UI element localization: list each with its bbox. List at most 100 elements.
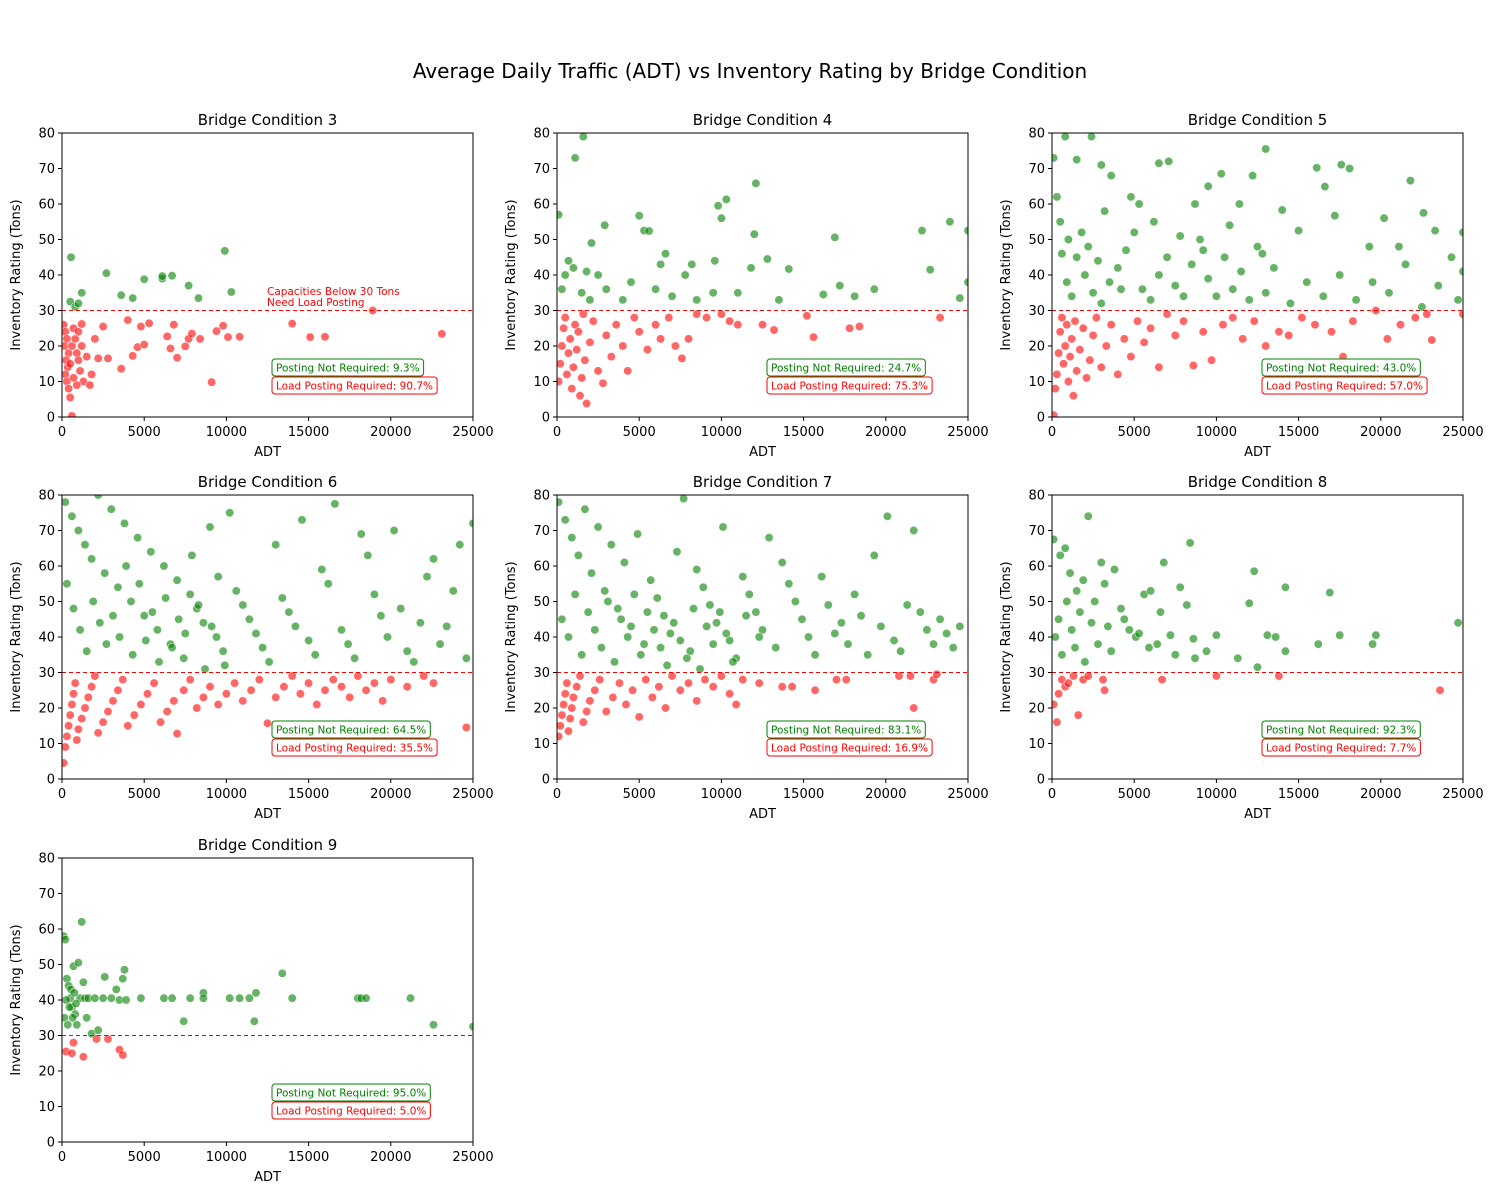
point-required bbox=[336, 682, 346, 692]
point-not-required bbox=[200, 664, 210, 674]
point-required bbox=[577, 373, 587, 383]
point-not-required bbox=[830, 232, 840, 242]
point-not-required bbox=[718, 522, 728, 532]
point-not-required bbox=[80, 540, 90, 550]
point-required bbox=[169, 320, 179, 330]
point-not-required bbox=[1335, 270, 1345, 280]
point-not-required bbox=[415, 618, 425, 628]
point-not-required bbox=[672, 547, 682, 557]
point-not-required bbox=[1294, 226, 1304, 236]
x-tick-label: 15000 bbox=[288, 787, 329, 802]
point-required bbox=[72, 735, 82, 745]
point-not-required bbox=[1154, 158, 1164, 168]
point-not-required bbox=[1096, 298, 1106, 308]
point-not-required bbox=[1313, 639, 1323, 649]
x-axis-label: ADT bbox=[254, 445, 281, 460]
point-required bbox=[113, 685, 123, 695]
point-required bbox=[98, 321, 108, 331]
annotation-not-required: Posting Not Required: 83.1% bbox=[771, 725, 921, 737]
point-required bbox=[73, 355, 83, 365]
y-tick-label: 50 bbox=[533, 595, 550, 610]
point-required bbox=[1065, 352, 1075, 362]
point-not-required bbox=[120, 518, 130, 528]
point-required bbox=[582, 398, 592, 408]
point-not-required bbox=[1453, 295, 1463, 305]
point-required bbox=[230, 678, 240, 688]
point-required bbox=[213, 699, 223, 709]
point-not-required bbox=[1325, 588, 1335, 598]
point-not-required bbox=[646, 575, 656, 585]
x-tick-label: 0 bbox=[58, 787, 66, 802]
point-required bbox=[675, 685, 685, 695]
point-required bbox=[103, 1034, 113, 1044]
point-not-required bbox=[619, 557, 629, 567]
x-tick-label: 25000 bbox=[1442, 425, 1483, 440]
point-required bbox=[623, 366, 633, 376]
x-tick-label: 25000 bbox=[452, 787, 493, 802]
point-not-required bbox=[101, 639, 111, 649]
x-tick-label: 20000 bbox=[370, 1150, 411, 1165]
annotation-required: Load Posting Required: 57.0% bbox=[1266, 381, 1423, 393]
point-not-required bbox=[1052, 632, 1060, 642]
point-not-required bbox=[159, 993, 169, 1003]
point-not-required bbox=[1052, 153, 1059, 163]
point-not-required bbox=[1335, 630, 1345, 640]
y-axis-label: Inventory Rating (Tons) bbox=[9, 924, 24, 1075]
annotation-required-box bbox=[1261, 738, 1421, 757]
point-not-required bbox=[161, 593, 171, 603]
point-required bbox=[601, 330, 611, 340]
point-not-required bbox=[563, 632, 573, 642]
point-required bbox=[304, 678, 314, 688]
point-required bbox=[62, 742, 70, 752]
y-tick-label: 50 bbox=[533, 233, 550, 248]
y-tick-label: 40 bbox=[1028, 631, 1045, 646]
y-tick-label: 10 bbox=[533, 375, 550, 390]
point-not-required bbox=[570, 153, 580, 163]
point-required bbox=[641, 675, 651, 685]
point-not-required bbox=[220, 660, 230, 670]
panel-condition-8: 0 5000 10000 15000 20000 25000 0 10 20 30 40 50 60 70… bbox=[999, 473, 1484, 822]
point-required bbox=[580, 355, 590, 365]
annotation-required: Load Posting Required: 90.7% bbox=[276, 381, 433, 393]
point-not-required bbox=[1134, 628, 1144, 638]
x-tick-label: 10000 bbox=[1196, 425, 1237, 440]
point-not-required bbox=[435, 639, 445, 649]
point-not-required bbox=[1078, 575, 1088, 585]
point-not-required bbox=[1318, 291, 1328, 301]
point-not-required bbox=[1087, 133, 1096, 142]
point-required bbox=[677, 353, 687, 363]
panel-condition-4: 0 5000 10000 15000 20000 25000 0 10 20 30 40 50 60 70… bbox=[504, 111, 989, 460]
point-not-required bbox=[179, 1016, 189, 1026]
point-not-required bbox=[1110, 564, 1120, 574]
point-not-required bbox=[652, 593, 662, 603]
point-not-required bbox=[350, 653, 360, 663]
point-not-required bbox=[69, 604, 79, 614]
point-not-required bbox=[882, 511, 892, 521]
point-not-required bbox=[1384, 288, 1394, 298]
point-required bbox=[1100, 685, 1110, 695]
point-not-required bbox=[93, 495, 103, 500]
point-not-required bbox=[1175, 582, 1185, 592]
point-not-required bbox=[1060, 543, 1070, 553]
point-not-required bbox=[1190, 653, 1200, 663]
point-not-required bbox=[422, 572, 432, 582]
point-required bbox=[65, 359, 75, 369]
point-not-required bbox=[442, 621, 452, 631]
point-required bbox=[1072, 366, 1082, 376]
y-tick-label: 80 bbox=[533, 489, 550, 504]
point-required bbox=[769, 325, 779, 335]
y-tick-label: 60 bbox=[1028, 560, 1045, 575]
point-required bbox=[1382, 334, 1392, 344]
point-required bbox=[1133, 316, 1143, 326]
point-required bbox=[1126, 352, 1136, 362]
point-not-required bbox=[675, 635, 685, 645]
point-required bbox=[894, 671, 904, 681]
points-layer bbox=[557, 495, 965, 741]
point-required bbox=[1078, 323, 1088, 333]
point-required bbox=[831, 675, 841, 685]
point-not-required bbox=[1087, 618, 1097, 628]
annotation-not-required: Posting Not Required: 43.0% bbox=[1266, 363, 1416, 375]
point-not-required bbox=[928, 639, 938, 649]
point-required bbox=[588, 316, 598, 326]
point-required bbox=[128, 351, 138, 361]
